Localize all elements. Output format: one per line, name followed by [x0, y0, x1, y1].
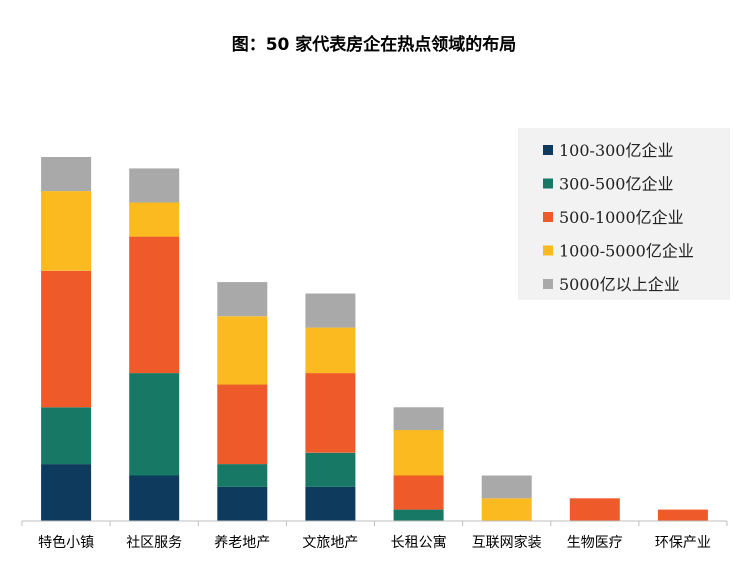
bar-segment-4-1 — [393, 509, 444, 521]
x-tick-label: 生物医疗 — [567, 535, 623, 551]
legend-swatch-4 — [543, 279, 553, 289]
bar-segment-3-1 — [305, 452, 356, 487]
bar-segment-3-3 — [305, 327, 356, 374]
bar-segment-2-2 — [217, 384, 268, 465]
legend-background — [518, 128, 730, 300]
bar-segment-1-0 — [129, 475, 180, 521]
x-tick-label: 社区服务 — [126, 535, 182, 551]
x-tick-label: 互联网家装 — [472, 534, 542, 551]
legend: 100-300亿企业 300-500亿企业 500-1000亿企业 1000-5000… — [518, 128, 730, 300]
bar-segment-2-3 — [217, 316, 268, 385]
bar-segment-1-2 — [129, 236, 180, 374]
chart-title: 图：50 家代表房企在热点领域的布局 — [232, 34, 517, 55]
bar-segment-5-4 — [481, 475, 532, 499]
bar-segment-0-3 — [41, 191, 92, 271]
x-tick-label: 长租公寓 — [391, 534, 447, 551]
legend-label-3: 1000-5000亿企业 — [559, 242, 694, 261]
x-tick-label: 环保产业 — [655, 535, 711, 551]
legend-swatch-2 — [543, 212, 553, 222]
legend-label-2: 500-1000亿企业 — [559, 208, 684, 227]
x-axis-ticks — [21, 521, 728, 526]
legend-swatch-0 — [543, 145, 553, 155]
bar-segment-1-3 — [129, 202, 180, 237]
bar-segment-0-2 — [41, 270, 92, 408]
bar-segment-7-2 — [657, 509, 708, 521]
bar-segment-4-2 — [393, 475, 444, 510]
bar-segment-6-2 — [569, 498, 620, 522]
bar-segment-2-1 — [217, 464, 268, 487]
bar-segment-0-1 — [41, 407, 92, 465]
bar-segment-3-0 — [305, 486, 356, 521]
legend-swatch-3 — [543, 245, 553, 256]
bar-segment-4-3 — [393, 430, 444, 476]
bar-segment-1-4 — [129, 168, 180, 203]
x-tick-label: 养老地产 — [214, 535, 270, 551]
x-tick-label: 文旅地产 — [302, 535, 358, 551]
x-tick-label: 特色小镇 — [38, 534, 94, 551]
bars-layer — [41, 157, 708, 522]
bar-segment-1-1 — [129, 373, 180, 476]
legend-label-1: 300-500亿企业 — [559, 175, 674, 194]
x-axis-labels: 特色小镇 社区服务 养老地产 文旅地产 长租公寓 互联网家装 生物医疗 环保产业 — [38, 534, 711, 551]
legend-label-0: 100-300亿企业 — [559, 141, 674, 160]
legend-label-4: 5000亿以上企业 — [559, 275, 680, 294]
bar-segment-0-0 — [41, 464, 92, 521]
bar-segment-2-0 — [217, 486, 268, 521]
bar-segment-2-4 — [217, 282, 268, 317]
bar-segment-0-4 — [41, 157, 92, 192]
legend-swatch-1 — [543, 178, 553, 189]
bar-segment-4-4 — [393, 407, 444, 431]
bar-segment-5-3 — [481, 498, 532, 522]
bar-segment-3-4 — [305, 293, 356, 328]
bar-segment-3-2 — [305, 373, 356, 453]
